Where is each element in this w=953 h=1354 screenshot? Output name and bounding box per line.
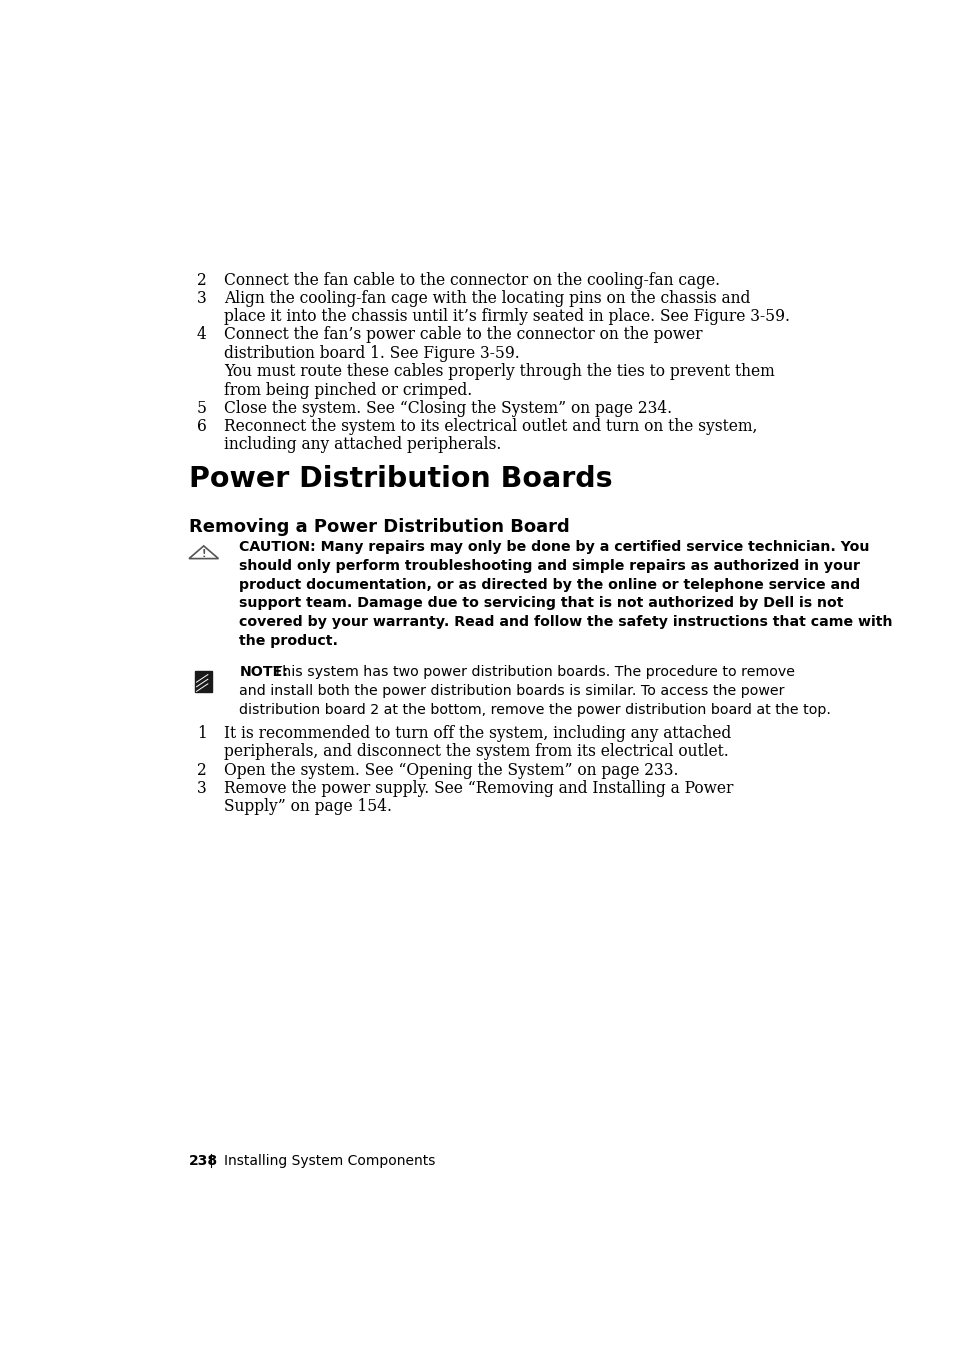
Text: the product.: the product. (239, 634, 338, 649)
Text: 2: 2 (196, 272, 206, 288)
Text: place it into the chassis until it’s firmly seated in place. See Figure 3-59.: place it into the chassis until it’s fir… (224, 309, 789, 325)
Text: Installing System Components: Installing System Components (224, 1154, 435, 1169)
Text: covered by your warranty. Read and follow the safety instructions that came with: covered by your warranty. Read and follo… (239, 615, 892, 630)
Text: !: ! (201, 548, 206, 559)
Text: 4: 4 (196, 326, 206, 344)
Text: Align the cooling-fan cage with the locating pins on the chassis and: Align the cooling-fan cage with the loca… (224, 290, 749, 307)
Text: 5: 5 (196, 399, 207, 417)
Text: from being pinched or crimped.: from being pinched or crimped. (224, 382, 472, 398)
Text: including any attached peripherals.: including any attached peripherals. (224, 436, 500, 454)
Text: Reconnect the system to its electrical outlet and turn on the system,: Reconnect the system to its electrical o… (224, 418, 757, 435)
Text: This system has two power distribution boards. The procedure to remove: This system has two power distribution b… (269, 665, 794, 680)
Text: 238: 238 (189, 1154, 218, 1169)
Text: Close the system. See “Closing the System” on page 234.: Close the system. See “Closing the Syste… (224, 399, 671, 417)
Text: Supply” on page 154.: Supply” on page 154. (224, 798, 392, 815)
Text: Open the system. See “Opening the System” on page 233.: Open the system. See “Opening the System… (224, 762, 678, 780)
Text: CAUTION: Many repairs may only be done by a certified service technician. You: CAUTION: Many repairs may only be done b… (239, 540, 869, 554)
Text: 3: 3 (196, 290, 206, 307)
Text: should only perform troubleshooting and simple repairs as authorized in your: should only perform troubleshooting and … (239, 559, 860, 573)
Text: peripherals, and disconnect the system from its electrical outlet.: peripherals, and disconnect the system f… (224, 743, 728, 761)
Text: 3: 3 (196, 780, 206, 798)
Text: 6: 6 (196, 418, 207, 435)
Text: It is recommended to turn off the system, including any attached: It is recommended to turn off the system… (224, 726, 730, 742)
Text: 2: 2 (196, 762, 206, 780)
Text: Remove the power supply. See “Removing and Installing a Power: Remove the power supply. See “Removing a… (224, 780, 733, 798)
Text: and install both the power distribution boards is similar. To access the power: and install both the power distribution … (239, 684, 784, 699)
Text: Connect the fan’s power cable to the connector on the power: Connect the fan’s power cable to the con… (224, 326, 701, 344)
Text: support team. Damage due to servicing that is not authorized by Dell is not: support team. Damage due to servicing th… (239, 596, 843, 611)
Text: Removing a Power Distribution Board: Removing a Power Distribution Board (189, 519, 569, 536)
Text: distribution board 2 at the bottom, remove the power distribution board at the t: distribution board 2 at the bottom, remo… (239, 703, 830, 718)
Text: NOTE:: NOTE: (239, 665, 288, 680)
Text: distribution board 1. See Figure 3-59.: distribution board 1. See Figure 3-59. (224, 344, 519, 362)
Text: Power Distribution Boards: Power Distribution Boards (189, 464, 612, 493)
Text: You must route these cables properly through the ties to prevent them: You must route these cables properly thr… (224, 363, 774, 380)
Text: Connect the fan cable to the connector on the cooling-fan cage.: Connect the fan cable to the connector o… (224, 272, 720, 288)
Text: 1: 1 (196, 726, 206, 742)
Bar (194, 672, 212, 692)
Text: product documentation, or as directed by the online or telephone service and: product documentation, or as directed by… (239, 578, 860, 592)
